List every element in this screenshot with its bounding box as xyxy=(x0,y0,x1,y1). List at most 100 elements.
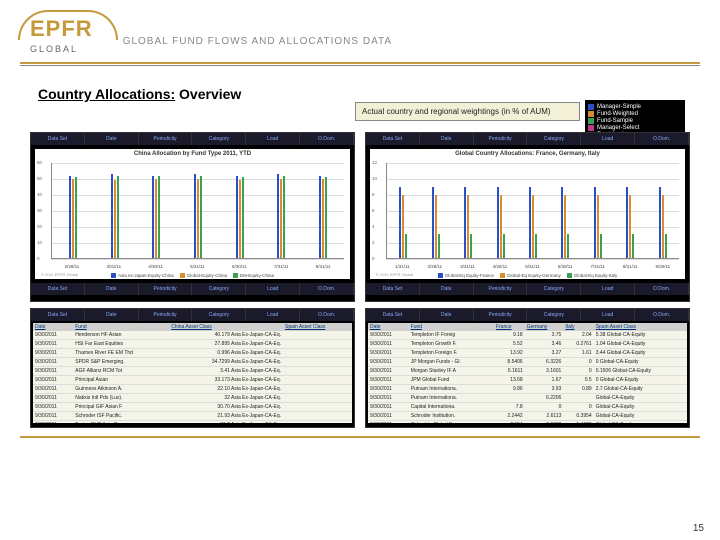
table-row[interactable]: 9/30/2011Schroder Institution.2.24422.61… xyxy=(368,412,687,421)
panel-tab[interactable]: Data Set xyxy=(366,283,420,295)
column-header[interactable]: Date xyxy=(368,323,409,331)
table-row[interactable]: 9/30/2011Schroder ISF Pacific.21.93 Asia… xyxy=(33,412,352,421)
table-cell: 9/30/2011 xyxy=(33,349,73,358)
panel-tab[interactable]: Data Set xyxy=(31,309,85,321)
table-row[interactable]: 9/30/2011Columbia Global Equ.2.5543.6393… xyxy=(368,421,687,424)
bar-group xyxy=(582,163,614,258)
table-row[interactable]: 9/30/2011Thames River FE EM Thd0.996 Asi… xyxy=(33,349,352,358)
table-row[interactable]: 9/30/2011Principal Asian33.173 Asia Ex-J… xyxy=(33,376,352,385)
panel-tab[interactable]: Category xyxy=(192,309,246,321)
column-header[interactable]: Italy xyxy=(563,323,593,331)
table-cell: 13.68 xyxy=(494,376,525,385)
table-row[interactable]: 9/30/2011HSI Far East Equities27.895 Asi… xyxy=(33,340,352,349)
panel-tab[interactable]: O.Dom. xyxy=(300,283,354,295)
column-header[interactable]: Germany xyxy=(525,323,564,331)
panel-tab[interactable]: Data Set xyxy=(31,283,85,295)
table-row[interactable]: 9/30/2011AGF Allianz RCM Tot3.41 Asia Ex… xyxy=(33,367,352,376)
table-cell: 9/30/2011 xyxy=(368,394,409,403)
table-cell: Templeton IF Foreig xyxy=(409,331,494,340)
logo-subtext: GLOBAL xyxy=(30,44,93,54)
table-row[interactable]: 9/30/2011Templeton Growth F.5.523.460.27… xyxy=(368,340,687,349)
panel-tab[interactable]: Load xyxy=(246,309,300,321)
legend-label: Fund-Weighted xyxy=(597,111,638,117)
panel-tab[interactable]: Load xyxy=(581,309,635,321)
section-title-rest: Overview xyxy=(175,86,241,102)
bar-group xyxy=(614,163,646,258)
panel-tab[interactable]: Date xyxy=(420,283,474,295)
table-row[interactable]: 9/30/2011JPM Global Fund13.681.670.50 Gl… xyxy=(368,376,687,385)
panel-tab[interactable]: O.Dom. xyxy=(635,133,689,145)
panel-tab[interactable]: Load xyxy=(246,133,300,145)
table-row[interactable]: 9/30/2011Putnam Internationa.9.863.930.8… xyxy=(368,385,687,394)
panel-tab[interactable]: Periodicity xyxy=(139,309,193,321)
bar-group xyxy=(302,163,344,258)
panel-tab[interactable]: Date xyxy=(85,309,139,321)
table-cell: 0 Global-CA-Equity xyxy=(594,376,687,385)
panel-tab[interactable]: Date xyxy=(85,133,139,145)
panel-tab[interactable]: Category xyxy=(192,133,246,145)
bar-group xyxy=(94,163,136,258)
panel-tab[interactable]: O.Dom. xyxy=(300,309,354,321)
table-cell: 6.2206 xyxy=(525,394,564,403)
header-rule xyxy=(20,62,700,64)
panel-tab[interactable]: O.Dom. xyxy=(635,283,689,295)
table-cell: 21.93 Asia Ex-Japan-CA-Eq. xyxy=(169,412,283,421)
panel-tab[interactable]: Load xyxy=(581,133,635,145)
table-row[interactable]: 9/30/2011Natixis Intl Pds (Lux).32 Asia … xyxy=(33,394,352,403)
table-row[interactable]: 9/30/2011Morgan Stanley IF A0.16113.1601… xyxy=(368,367,687,376)
column-header[interactable]: Spain Asset Class xyxy=(283,323,352,331)
table-row[interactable]: 9/30/2011Templeton IF Foreig9.183.752.04… xyxy=(368,331,687,340)
bar-group xyxy=(135,163,177,258)
x-tick-label: 5/31/11 xyxy=(177,264,219,269)
panel-tab[interactable]: Periodicity xyxy=(474,133,528,145)
table-cell: 9/30/2011 xyxy=(33,331,73,340)
panel-tab[interactable]: Category xyxy=(527,283,581,295)
panel-tab[interactable]: Category xyxy=(527,309,581,321)
panel-tab[interactable]: Category xyxy=(527,133,581,145)
table-cell: 33.173 Asia Ex-Japan-CA-Eq. xyxy=(169,376,283,385)
bar xyxy=(155,179,157,258)
column-header[interactable]: Date xyxy=(33,323,73,331)
panel-tab[interactable]: Periodicity xyxy=(474,283,528,295)
table-row[interactable]: 9/30/2011Baring EUP Asia Grw.31.2 Asia E… xyxy=(33,421,352,424)
panel-tab[interactable]: Periodicity xyxy=(139,283,193,295)
table-cell: 3.93 xyxy=(525,385,564,394)
panel-tab[interactable]: Periodicity xyxy=(474,309,528,321)
panel-tab[interactable]: Data Set xyxy=(366,133,420,145)
table-row[interactable]: 9/30/2011SPDR S&P Emerging.34.7299 Asia … xyxy=(33,358,352,367)
legend-item: Fund-Weighted xyxy=(588,111,682,117)
column-header[interactable]: France xyxy=(494,323,525,331)
column-header[interactable]: Fund xyxy=(409,323,494,331)
panel-tab[interactable]: Date xyxy=(420,309,474,321)
panel-tab[interactable]: Category xyxy=(192,283,246,295)
panel-tab[interactable]: Data Set xyxy=(366,309,420,321)
table-row[interactable]: 9/30/2011Guinness Atkinson A.22.10 Asia … xyxy=(33,385,352,394)
panel-tab[interactable]: Data Set xyxy=(31,133,85,145)
column-header[interactable]: China Asset Class xyxy=(169,323,283,331)
bar xyxy=(405,234,407,258)
table-row[interactable]: 9/30/2011Putnam Internationa.6.2206Globa… xyxy=(368,394,687,403)
legend-label: Manager-Select xyxy=(597,125,639,131)
table-cell: 9/30/2011 xyxy=(33,376,73,385)
table-cell: 8.5406 xyxy=(494,358,525,367)
panel-tab[interactable]: Load xyxy=(246,283,300,295)
column-header[interactable]: Fund xyxy=(73,323,169,331)
chart-area-left: China Allocation by Fund Type 2011, YTD0… xyxy=(35,149,350,279)
table-cell xyxy=(283,394,352,403)
panel-tab[interactable]: Date xyxy=(420,133,474,145)
panel-tab[interactable]: Load xyxy=(581,283,635,295)
panel-tab[interactable]: O.Dom. xyxy=(635,309,689,321)
column-header[interactable]: Spain Asset Class xyxy=(594,323,687,331)
table-row[interactable]: 9/30/2011Templeton Foreign F.13.923.271.… xyxy=(368,349,687,358)
table-row[interactable]: 9/30/2011JP Morgan Funds - Gl.8.54066.32… xyxy=(368,358,687,367)
table-row[interactable]: 9/30/2011Capital Internationa.7.800Globa… xyxy=(368,403,687,412)
table-cell: Putnam Internationa. xyxy=(409,394,494,403)
panel-tab[interactable]: Periodicity xyxy=(139,133,193,145)
bar xyxy=(322,179,324,258)
table-row[interactable]: 9/30/2011Henderson HF Asian40.179 Asia E… xyxy=(33,331,352,340)
panel-tab[interactable]: Date xyxy=(85,283,139,295)
bar xyxy=(194,174,196,258)
panel-tab[interactable]: O.Dom. xyxy=(300,133,354,145)
table-cell: 0 Global-CA-Equity xyxy=(594,358,687,367)
table-row[interactable]: 9/30/2011Principal GIF Asian F30.70 Asia… xyxy=(33,403,352,412)
